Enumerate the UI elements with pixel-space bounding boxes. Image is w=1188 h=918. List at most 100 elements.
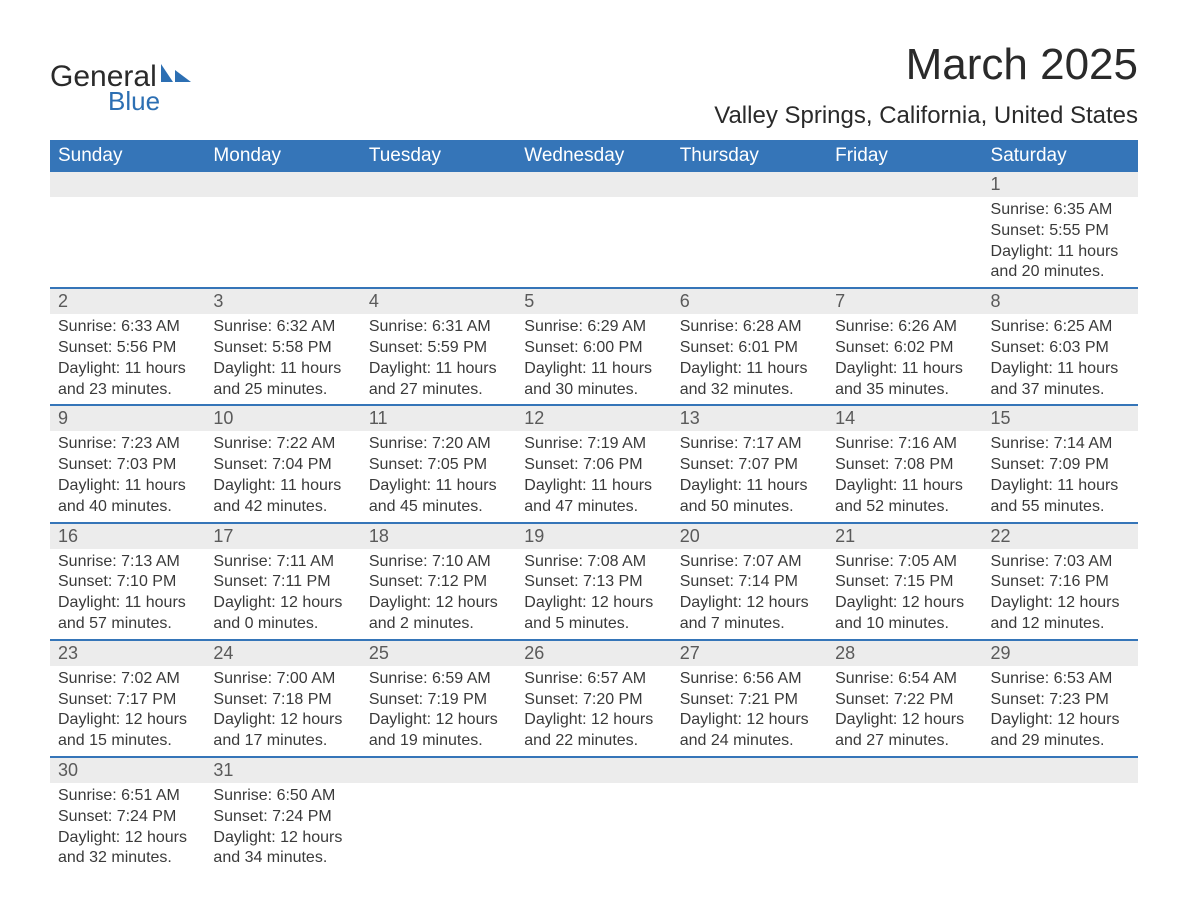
day-info-line: Sunrise: 6:53 AM — [991, 669, 1130, 690]
day-number-cell: 25 — [361, 640, 516, 666]
day-number-cell: 15 — [983, 405, 1138, 431]
day-info-line: and 45 minutes. — [369, 497, 508, 518]
day-info-line: Sunset: 7:04 PM — [213, 455, 352, 476]
day-info-line: Daylight: 12 hours — [369, 710, 508, 731]
day-info-line: Sunset: 7:23 PM — [991, 690, 1130, 711]
day-header-row: Sunday Monday Tuesday Wednesday Thursday… — [50, 140, 1138, 172]
day-info-line: Sunset: 7:21 PM — [680, 690, 819, 711]
day-detail-cell: Sunrise: 6:28 AMSunset: 6:01 PMDaylight:… — [672, 314, 827, 405]
day-info-line: Daylight: 11 hours — [213, 476, 352, 497]
day-info-line: Sunrise: 7:02 AM — [58, 669, 197, 690]
day-info-line: Daylight: 11 hours — [524, 476, 663, 497]
day-number-cell: 28 — [827, 640, 982, 666]
day-info-line: Sunrise: 7:23 AM — [58, 434, 197, 455]
day-number-cell: 6 — [672, 288, 827, 314]
day-info-line: Daylight: 12 hours — [991, 710, 1130, 731]
day-info-line: and 19 minutes. — [369, 731, 508, 752]
day-info-line: Sunrise: 6:50 AM — [213, 786, 352, 807]
calendar-table: Sunday Monday Tuesday Wednesday Thursday… — [50, 140, 1138, 873]
day-detail-cell: Sunrise: 7:10 AMSunset: 7:12 PMDaylight:… — [361, 549, 516, 640]
day-info-line: Sunset: 5:59 PM — [369, 338, 508, 359]
logo-text-blue: Blue — [108, 86, 191, 117]
day-info-line: and 5 minutes. — [524, 614, 663, 635]
day-detail-cell: Sunrise: 7:17 AMSunset: 7:07 PMDaylight:… — [672, 431, 827, 522]
day-number-cell: 21 — [827, 523, 982, 549]
day-detail-cell — [50, 197, 205, 288]
day-number-cell: 29 — [983, 640, 1138, 666]
day-info-line: Daylight: 11 hours — [991, 476, 1130, 497]
day-detail-cell: Sunrise: 6:25 AMSunset: 6:03 PMDaylight:… — [983, 314, 1138, 405]
day-info-line: and 40 minutes. — [58, 497, 197, 518]
day-detail-row: Sunrise: 6:51 AMSunset: 7:24 PMDaylight:… — [50, 783, 1138, 873]
day-info-line: Sunset: 7:06 PM — [524, 455, 663, 476]
day-info-line: Daylight: 12 hours — [835, 593, 974, 614]
logo: General Blue — [50, 60, 191, 117]
day-number-cell: 16 — [50, 523, 205, 549]
day-info-line: Sunset: 6:02 PM — [835, 338, 974, 359]
day-info-line: and 57 minutes. — [58, 614, 197, 635]
day-info-line: Sunset: 7:17 PM — [58, 690, 197, 711]
day-info-line: Daylight: 11 hours — [991, 359, 1130, 380]
day-info-line: Daylight: 11 hours — [680, 476, 819, 497]
title-block: March 2025 Valley Springs, California, U… — [714, 40, 1138, 130]
day-info-line: Sunrise: 6:35 AM — [991, 200, 1130, 221]
day-number-cell — [361, 172, 516, 197]
day-number-cell: 26 — [516, 640, 671, 666]
day-info-line: Daylight: 11 hours — [835, 359, 974, 380]
day-info-line: Daylight: 11 hours — [58, 593, 197, 614]
day-info-line: and 25 minutes. — [213, 380, 352, 401]
day-info-line: Sunrise: 6:26 AM — [835, 317, 974, 338]
day-number-row: 2345678 — [50, 288, 1138, 314]
day-number-cell: 18 — [361, 523, 516, 549]
day-info-line: and 20 minutes. — [991, 262, 1130, 283]
day-number-cell — [205, 172, 360, 197]
day-info-line: and 22 minutes. — [524, 731, 663, 752]
day-header: Wednesday — [516, 140, 671, 172]
day-info-line: Sunrise: 7:05 AM — [835, 552, 974, 573]
day-info-line: and 15 minutes. — [58, 731, 197, 752]
day-detail-cell: Sunrise: 6:59 AMSunset: 7:19 PMDaylight:… — [361, 666, 516, 757]
day-info-line: and 10 minutes. — [835, 614, 974, 635]
day-info-line: Sunset: 7:22 PM — [835, 690, 974, 711]
day-info-line: Sunrise: 7:11 AM — [213, 552, 352, 573]
day-detail-cell — [205, 197, 360, 288]
day-detail-cell: Sunrise: 7:00 AMSunset: 7:18 PMDaylight:… — [205, 666, 360, 757]
day-info-line: Sunset: 7:24 PM — [213, 807, 352, 828]
day-info-line: Sunset: 7:18 PM — [213, 690, 352, 711]
day-info-line: Daylight: 11 hours — [369, 359, 508, 380]
day-info-line: Sunset: 7:20 PM — [524, 690, 663, 711]
day-info-line: Daylight: 11 hours — [58, 476, 197, 497]
day-info-line: Daylight: 12 hours — [213, 828, 352, 849]
day-info-line: Sunrise: 6:31 AM — [369, 317, 508, 338]
day-info-line: Daylight: 12 hours — [58, 828, 197, 849]
day-info-line: Sunset: 5:56 PM — [58, 338, 197, 359]
day-info-line: and 24 minutes. — [680, 731, 819, 752]
day-info-line: Daylight: 11 hours — [369, 476, 508, 497]
day-number-cell: 12 — [516, 405, 671, 431]
day-info-line: and 47 minutes. — [524, 497, 663, 518]
day-info-line: and 7 minutes. — [680, 614, 819, 635]
day-info-line: and 30 minutes. — [524, 380, 663, 401]
day-detail-cell: Sunrise: 7:03 AMSunset: 7:16 PMDaylight:… — [983, 549, 1138, 640]
day-info-line: Sunset: 7:13 PM — [524, 572, 663, 593]
day-detail-row: Sunrise: 6:35 AMSunset: 5:55 PMDaylight:… — [50, 197, 1138, 288]
day-info-line: Sunset: 5:58 PM — [213, 338, 352, 359]
day-number-cell: 10 — [205, 405, 360, 431]
day-detail-cell — [983, 783, 1138, 873]
day-header: Tuesday — [361, 140, 516, 172]
day-detail-cell — [516, 197, 671, 288]
page-header: General Blue March 2025 Valley Springs, … — [50, 40, 1138, 130]
day-detail-cell — [672, 783, 827, 873]
day-info-line: and 50 minutes. — [680, 497, 819, 518]
day-number-cell: 13 — [672, 405, 827, 431]
day-number-cell: 22 — [983, 523, 1138, 549]
day-info-line: Sunset: 6:01 PM — [680, 338, 819, 359]
day-info-line: Sunrise: 7:00 AM — [213, 669, 352, 690]
day-info-line: Sunset: 7:03 PM — [58, 455, 197, 476]
day-info-line: and 17 minutes. — [213, 731, 352, 752]
day-number-cell: 7 — [827, 288, 982, 314]
location-text: Valley Springs, California, United State… — [714, 102, 1138, 130]
day-detail-cell: Sunrise: 7:14 AMSunset: 7:09 PMDaylight:… — [983, 431, 1138, 522]
day-detail-cell: Sunrise: 7:08 AMSunset: 7:13 PMDaylight:… — [516, 549, 671, 640]
day-number-cell: 1 — [983, 172, 1138, 197]
